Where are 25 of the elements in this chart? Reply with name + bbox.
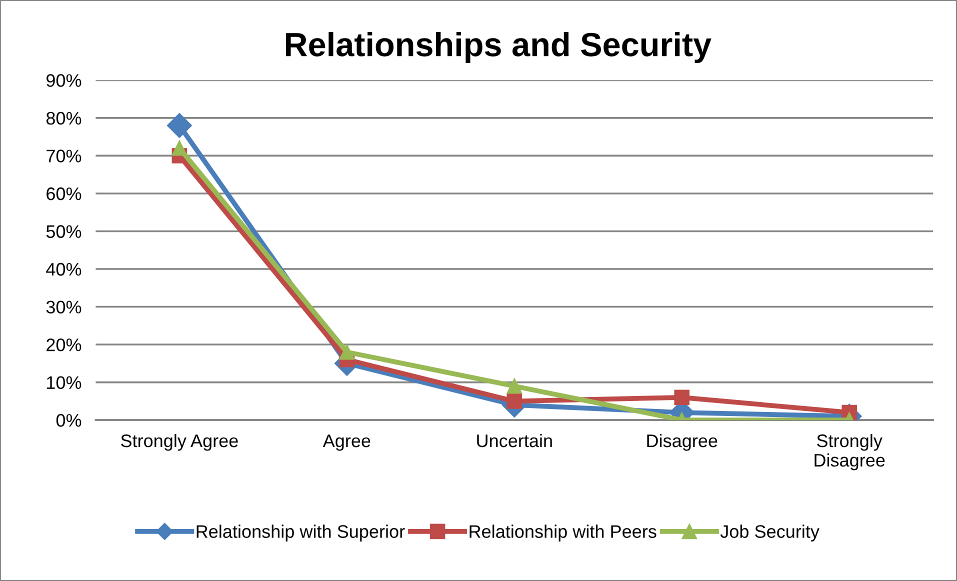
point: [172, 140, 188, 156]
y-tick-label: 30%: [46, 300, 82, 314]
y-tick-label: 0%: [56, 414, 82, 427]
y-tick-label: 70%: [46, 150, 82, 162]
x-tick-label: Disagree: [647, 434, 718, 451]
legend-label: Relationship with Peers: [470, 524, 656, 542]
y-tick-label: 60%: [46, 187, 82, 200]
x-tick-label: Strongly Disagree: [814, 434, 885, 470]
x-tick-label: Agree: [322, 434, 370, 451]
y-tick-label: 90%: [46, 74, 82, 87]
y-tick-label: 40%: [46, 262, 82, 276]
point: [506, 394, 522, 409]
y-tick-label: 20%: [46, 338, 82, 352]
y-tick-label: 80%: [46, 112, 82, 125]
point: [339, 344, 355, 360]
legend-label: Relationship with Superior: [196, 524, 405, 542]
legend-label: Job Security: [720, 524, 820, 542]
point: [506, 378, 522, 394]
point: [166, 113, 192, 138]
point: [674, 390, 690, 406]
x-tick-label: Strongly Agree: [121, 434, 238, 451]
y-tick-label: 10%: [47, 376, 82, 390]
chart-title: Relationships and Security: [286, 32, 712, 64]
x-tick-label: Uncertain: [477, 434, 552, 448]
y-tick-label: 50%: [46, 225, 82, 238]
